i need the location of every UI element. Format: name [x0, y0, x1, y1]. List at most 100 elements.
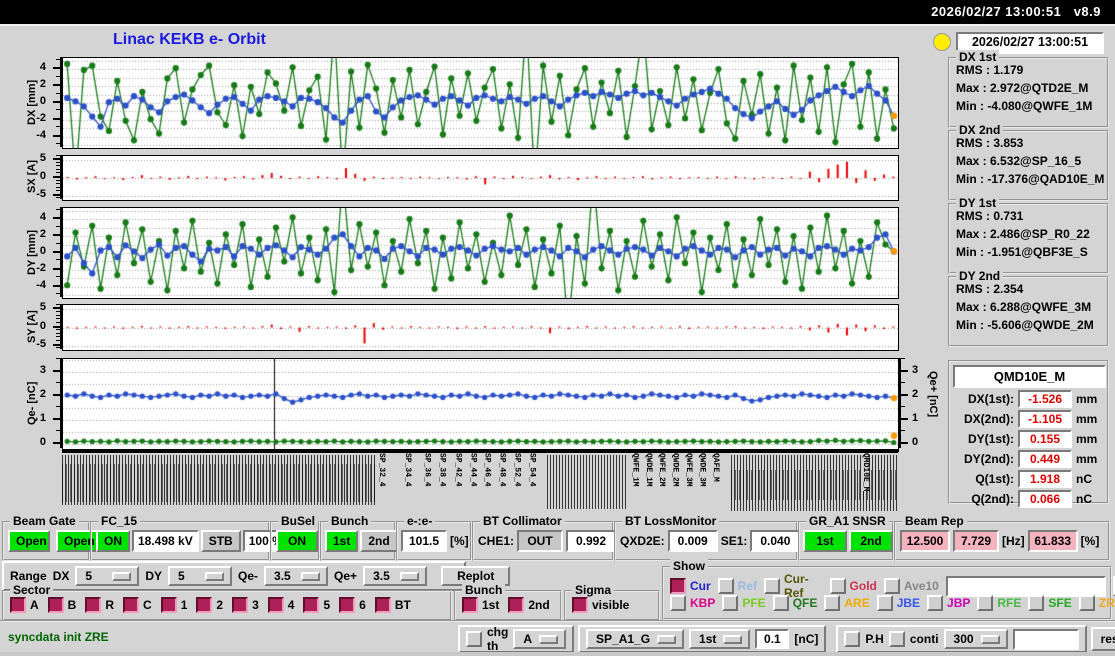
sector-checkbox-b[interactable]: [47, 597, 64, 613]
sigma-checkbox-visible[interactable]: [572, 597, 588, 613]
sector-checkbox-r[interactable]: [85, 597, 102, 613]
show-label: RFE: [997, 596, 1022, 610]
chart-sx-axis-ruler: [50, 154, 62, 199]
ee-ratio-title: e-:e-: [404, 514, 436, 528]
axis-tick-label: 5: [39, 301, 46, 314]
show-checkbox-jbp[interactable]: [927, 595, 944, 611]
device-bunch-select[interactable]: 1st: [689, 629, 751, 649]
show-checkbox-ref[interactable]: [717, 578, 734, 594]
device-select[interactable]: SP_A1_G: [586, 629, 685, 649]
range-label: Range: [10, 569, 47, 583]
sector-checkbox-bt[interactable]: [374, 597, 391, 613]
option-menu-icon: [539, 634, 559, 644]
monitor-row-unit: nC: [1076, 492, 1092, 506]
stat-line: RMS : 3.853: [956, 136, 1024, 150]
axis-tick-label: 2: [912, 388, 919, 401]
axis-tick-label: 4: [39, 211, 46, 224]
show-checkbox-rfe[interactable]: [977, 595, 994, 611]
chg-th-select[interactable]: A: [513, 629, 567, 649]
checkbox-item-6: 6: [339, 597, 366, 613]
axis-tick: [56, 75, 60, 77]
beam-gate-open-button-1[interactable]: Open: [8, 530, 50, 552]
stat-line: Min : -5.606@QWDE_2M: [956, 318, 1094, 332]
monitor-row-value: 1.918: [1018, 470, 1072, 488]
checkbox-item-sfe: SFE: [1028, 595, 1072, 611]
sector-checkbox-c[interactable]: [123, 597, 140, 613]
axis-tick-label: -4: [36, 278, 46, 291]
device-bunch-selected: 1st: [699, 632, 717, 646]
show-checkbox-pfe[interactable]: [722, 595, 739, 611]
checkbox-item-1st: 1st: [462, 597, 499, 613]
show-checkbox-qfe[interactable]: [772, 595, 789, 611]
bpm-label: QWFE_3M: [684, 453, 693, 487]
chg-th-panel: chg th A: [458, 625, 575, 653]
sector-label: 2: [216, 598, 224, 612]
checkbox-item-qfe: QFE: [772, 595, 817, 611]
range-select-qe+[interactable]: 3.5: [363, 566, 428, 586]
range-select-qe-[interactable]: 3.5: [264, 566, 329, 586]
bt-collimator-value: 0.992: [566, 530, 617, 552]
sector-checkbox-6[interactable]: [339, 597, 356, 613]
points-select[interactable]: 300: [943, 629, 1008, 649]
sector-checkbox-4[interactable]: [267, 597, 284, 613]
option-menu-icon: [301, 571, 321, 581]
checkbox-item-rfe: RFE: [977, 595, 1021, 611]
show-label: JBP: [947, 596, 971, 610]
chg-th-checkbox[interactable]: [466, 631, 482, 647]
axis-tick: [56, 314, 60, 316]
extra-input[interactable]: [1012, 628, 1079, 650]
show-label: Ref: [737, 579, 758, 593]
show-checkbox-kbp[interactable]: [670, 595, 686, 611]
beam-rep-value-1: 12.500: [900, 530, 950, 552]
show-label: ARE: [844, 596, 870, 610]
show-checkbox-ave10[interactable]: [883, 578, 900, 594]
sector-checkbox-3[interactable]: [232, 597, 249, 613]
show-checkbox-zre[interactable]: [1078, 595, 1095, 611]
monitor-title: QMD10E_M: [953, 365, 1106, 388]
fc15-stb-button[interactable]: STB: [200, 530, 241, 552]
axis-tick: [56, 197, 60, 199]
sector-checkbox-2[interactable]: [196, 597, 213, 613]
monitor-row-label: DX(2nd):: [964, 412, 1014, 426]
axis-tick-label: 3: [39, 364, 46, 377]
sector-checkbox-a[interactable]: [10, 597, 26, 613]
show-checkbox-curref[interactable]: [764, 578, 781, 594]
axis-tick-label: -5: [36, 187, 46, 200]
bunch-checkbox-2nd[interactable]: [508, 597, 525, 613]
threshold-input[interactable]: 0.1: [755, 629, 790, 649]
beam-rep-value-2: 7.729: [953, 530, 999, 552]
monitor-row-value: 0.066: [1018, 490, 1072, 508]
chart-dy-canvas: [62, 207, 899, 299]
show-checkbox-jbe[interactable]: [876, 595, 893, 611]
show-checkbox-cur[interactable]: [670, 578, 686, 594]
gr-snsr-1st-button[interactable]: 1st: [803, 530, 847, 552]
set-ref-button[interactable]: Set Ref: [1112, 576, 1115, 596]
gr-snsr-2nd-button[interactable]: 2nd: [849, 530, 893, 552]
option-menu-icon: [112, 571, 132, 581]
range-select-dx[interactable]: 5: [75, 566, 140, 586]
ph-checkbox[interactable]: [844, 631, 861, 647]
axis-tick: [56, 336, 60, 338]
stat-line: Max : 2.972@QTD2E_M: [956, 81, 1089, 95]
sector-checkbox-5[interactable]: [303, 597, 320, 613]
fc15-on-button[interactable]: ON: [96, 530, 130, 552]
sector-label: 6: [359, 598, 366, 612]
show-checkbox-gold[interactable]: [829, 578, 846, 594]
show-checkbox-sfe[interactable]: [1028, 595, 1045, 611]
conti-checkbox[interactable]: [888, 631, 905, 647]
bunch-2nd-button[interactable]: 2nd: [360, 530, 398, 552]
bunch-checkbox-1st[interactable]: [462, 597, 478, 613]
bunch-1st-button[interactable]: 1st: [325, 530, 359, 552]
range-field-label: DY: [145, 569, 163, 583]
stat-group-dy-2nd: DY 2nd RMS : 2.354 Max : 6.288@QWFE_3M Min …: [948, 269, 1109, 347]
range-select-dy[interactable]: 5: [168, 566, 233, 586]
sector-checkbox-1[interactable]: [160, 597, 177, 613]
set-ref-input[interactable]: [945, 575, 1106, 597]
resize-button[interactable]: resize: [1090, 627, 1115, 651]
busel-on-button[interactable]: ON: [276, 530, 318, 552]
axis-tick: [56, 208, 60, 210]
checkbox-item-2: 2: [196, 597, 223, 613]
show-checkbox-are[interactable]: [824, 595, 841, 611]
axis-tick-label: 2: [39, 228, 46, 241]
